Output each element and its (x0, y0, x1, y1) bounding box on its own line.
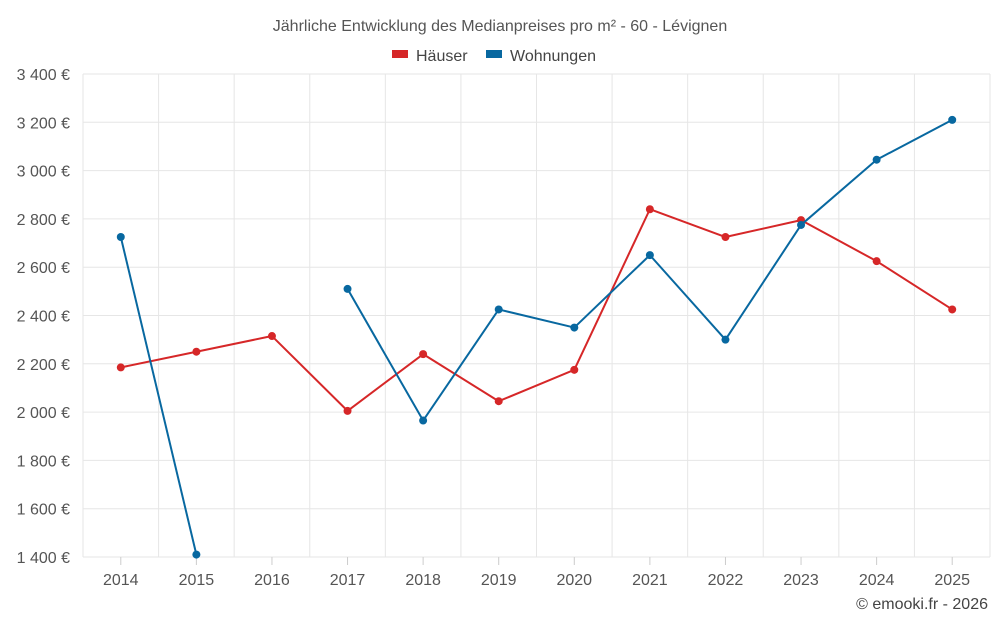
x-tick-label: 2015 (179, 572, 215, 589)
y-tick-label: 2 000 € (17, 405, 70, 422)
data-point-wohnungen[interactable] (570, 323, 579, 332)
y-tick-label: 1 600 € (17, 502, 70, 519)
x-tick-label: 2017 (330, 572, 366, 589)
legend-label-haeuser[interactable]: Häuser (416, 48, 468, 65)
x-tick-label: 2016 (254, 572, 290, 589)
x-tick-label: 2025 (934, 572, 970, 589)
x-tick-label: 2024 (859, 572, 895, 589)
x-tick-label: 2022 (708, 572, 744, 589)
y-tick-label: 3 200 € (17, 115, 70, 132)
legend-label-wohnungen[interactable]: Wohnungen (510, 48, 596, 65)
data-point-wohnungen[interactable] (419, 416, 428, 425)
x-tick-label: 2019 (481, 572, 517, 589)
data-point-haeuser[interactable] (116, 363, 125, 372)
series-line-wohnungen (119, 236, 198, 555)
copyright-credit: © emooki.fr - 2026 (856, 596, 988, 613)
data-point-wohnungen[interactable] (872, 155, 881, 164)
data-point-haeuser[interactable] (419, 350, 428, 359)
y-tick-label: 3 400 € (17, 67, 70, 84)
legend: Häuser Wohnungen (392, 48, 596, 65)
data-point-wohnungen[interactable] (494, 305, 503, 314)
y-tick-label: 3 000 € (17, 164, 70, 181)
data-point-haeuser[interactable] (645, 205, 654, 214)
data-point-wohnungen[interactable] (721, 335, 730, 344)
y-tick-label: 2 200 € (17, 357, 70, 374)
x-tick-label: 2023 (783, 572, 819, 589)
x-tick-label: 2018 (405, 572, 441, 589)
data-point-haeuser[interactable] (948, 305, 957, 314)
data-point-haeuser[interactable] (267, 332, 276, 341)
data-point-haeuser[interactable] (343, 406, 352, 415)
y-tick-label: 2 800 € (17, 212, 70, 229)
axes: 1 400 € 1 600 € 1 800 € 2 000 € 2 200 € 2 400… (17, 67, 970, 589)
legend-swatch-wohnungen (486, 50, 502, 58)
data-point-haeuser[interactable] (872, 257, 881, 266)
y-tick-label: 1 800 € (17, 453, 70, 470)
data-point-haeuser[interactable] (494, 397, 503, 406)
data-point-wohnungen[interactable] (948, 115, 957, 124)
data-point-haeuser[interactable] (192, 347, 201, 356)
series-line-haeuser (120, 208, 953, 412)
y-tick-label: 2 600 € (17, 260, 70, 277)
data-point-wohnungen[interactable] (645, 251, 654, 260)
x-tick-label: 2020 (556, 572, 592, 589)
y-tick-label: 1 400 € (17, 550, 70, 567)
y-tick-label: 2 400 € (17, 309, 70, 326)
x-tick-label: 2014 (103, 572, 139, 589)
chart-title: Jährliche Entwicklung des Medianpreises … (273, 18, 727, 35)
series (116, 115, 957, 559)
data-point-wohnungen[interactable] (192, 550, 201, 559)
series-line-wohnungen (346, 119, 953, 422)
data-point-wohnungen[interactable] (797, 220, 806, 229)
data-point-wohnungen[interactable] (116, 233, 125, 242)
data-point-wohnungen[interactable] (343, 284, 352, 293)
data-point-haeuser[interactable] (721, 233, 730, 242)
x-tick-label: 2021 (632, 572, 668, 589)
data-point-haeuser[interactable] (570, 365, 579, 374)
legend-swatch-haeuser (392, 50, 408, 58)
grid (82, 73, 991, 558)
